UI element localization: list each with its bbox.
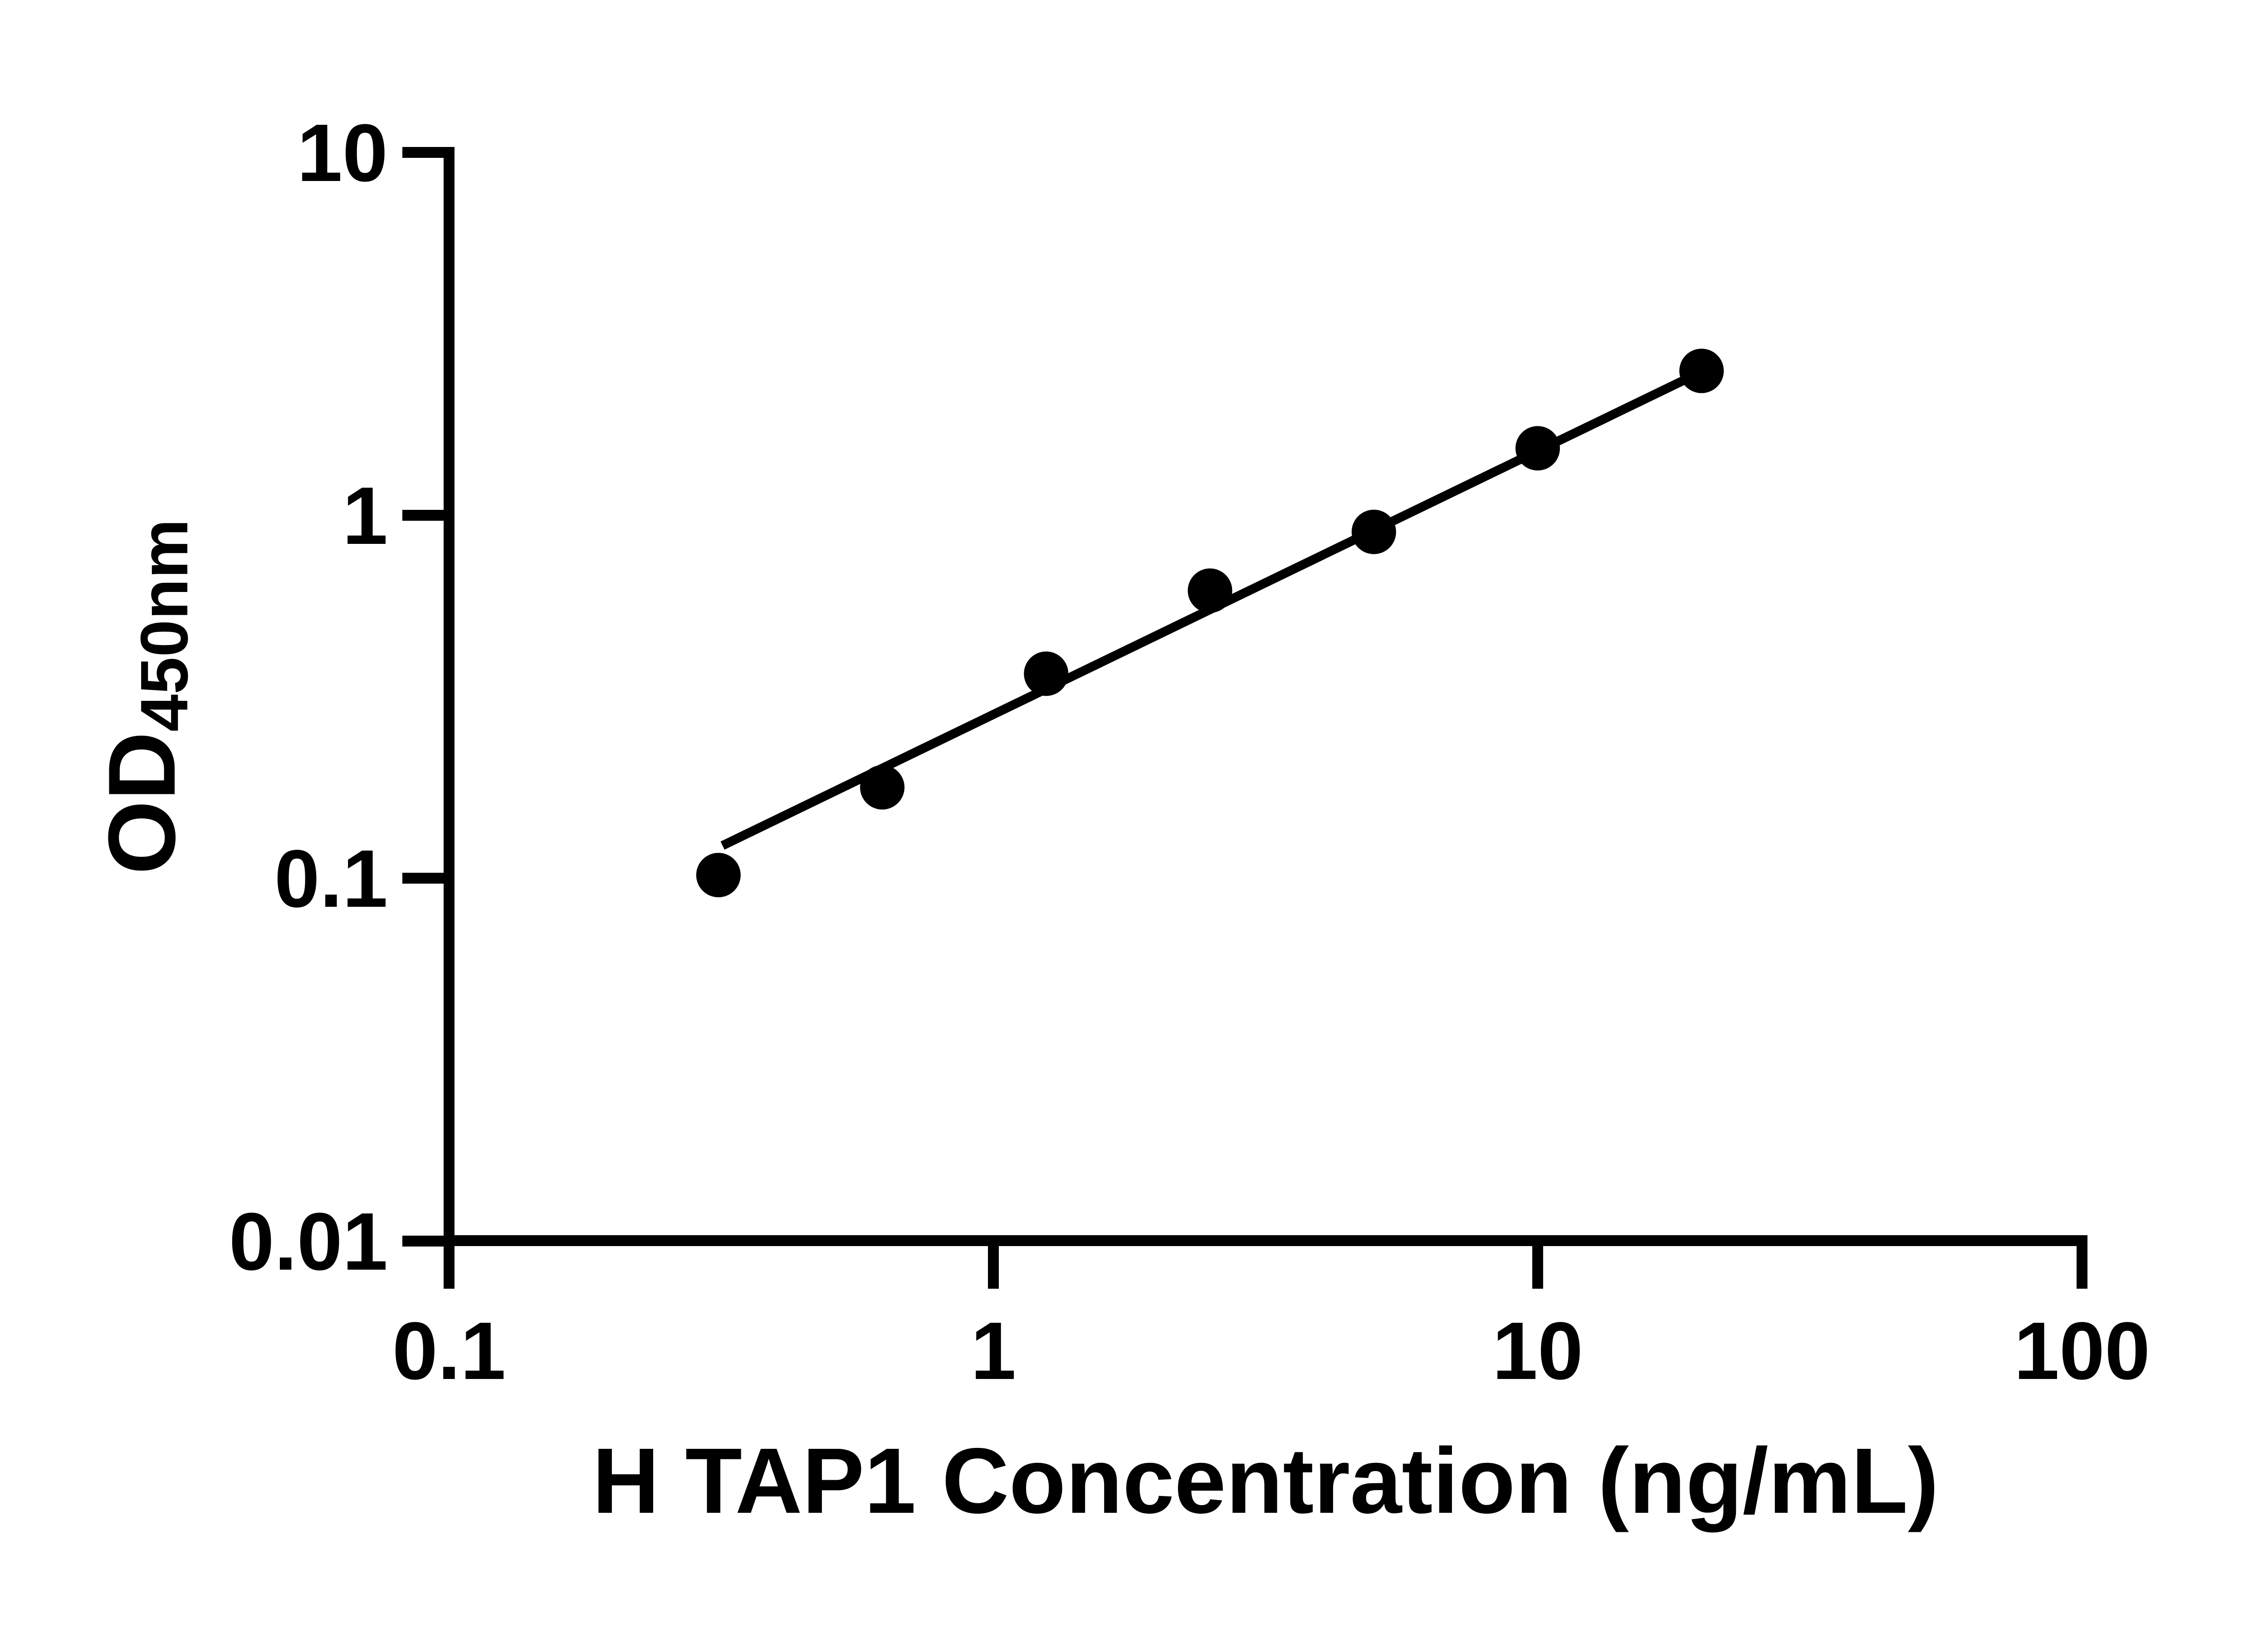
y-tick-label: 0.1 — [274, 833, 388, 924]
x-axis-title: H TAP1 Concentration (ng/mL) — [592, 1429, 1939, 1533]
y-axis-title-subscript: 450nm — [127, 519, 202, 732]
y-tick-label: 10 — [297, 108, 388, 199]
y-tick-label: 1 — [342, 470, 388, 562]
y-axis-title-main: OD — [88, 732, 195, 875]
x-tick-label: 0.1 — [392, 1305, 506, 1397]
x-tick-label: 100 — [2014, 1305, 2150, 1397]
data-point — [1679, 348, 1724, 393]
x-tick-label: 10 — [1492, 1305, 1583, 1397]
data-point — [860, 765, 905, 810]
x-tick-label: 1 — [971, 1305, 1016, 1397]
data-point — [1351, 509, 1396, 554]
data-point — [1024, 651, 1069, 696]
y-axis-title: OD450nm — [88, 519, 202, 875]
data-point — [1515, 426, 1560, 471]
data-point — [1188, 568, 1232, 613]
y-tick-label: 0.01 — [229, 1196, 388, 1287]
data-point — [696, 853, 741, 898]
